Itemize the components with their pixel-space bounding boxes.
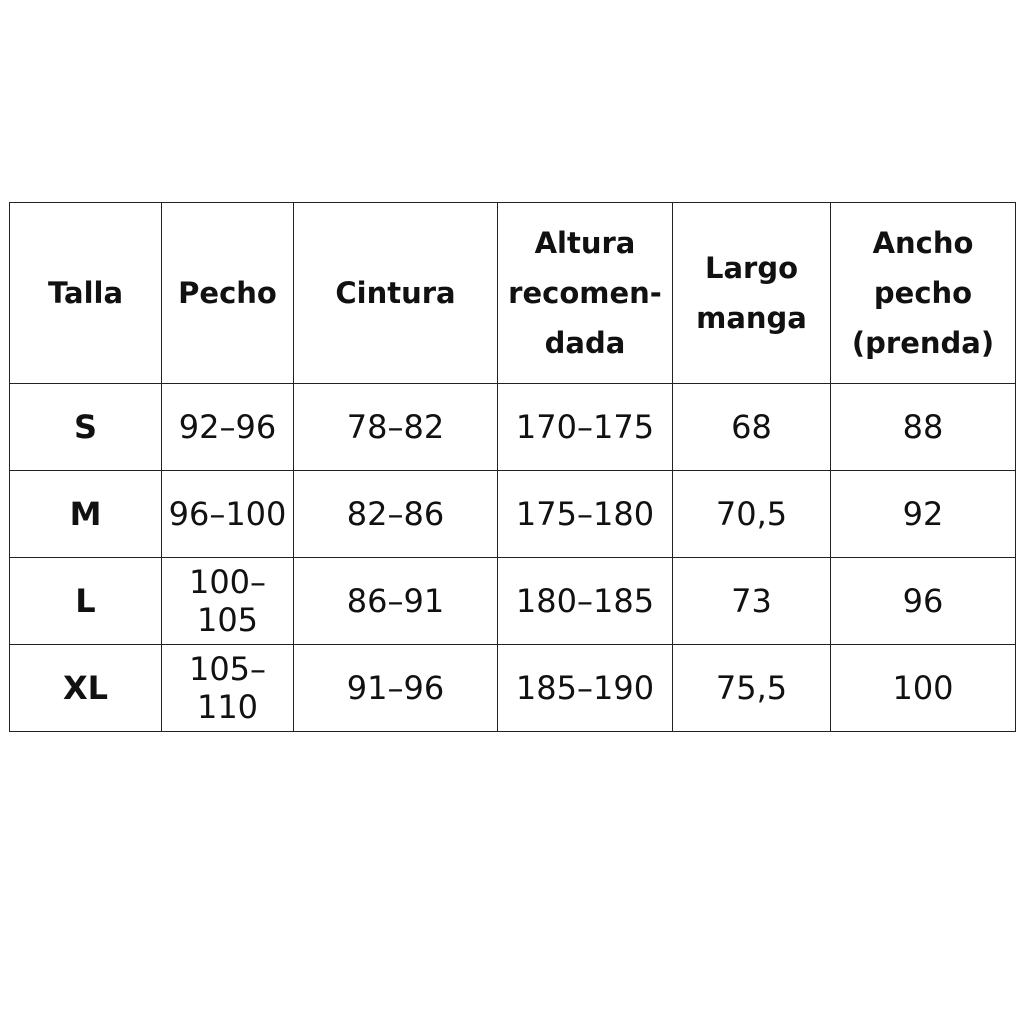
header-line: Ancho: [872, 226, 974, 260]
table-cell: 185–190: [497, 644, 673, 732]
table-cell: 92–96: [161, 383, 294, 471]
table-cell: 68: [672, 383, 831, 471]
table-row: S 92–96 78–82 170–175 68 88: [9, 383, 1016, 471]
size-cell: XL: [9, 644, 162, 732]
header-pecho: Pecho: [161, 202, 294, 384]
header-line: manga: [696, 301, 807, 335]
size-cell: L: [9, 557, 162, 645]
table-cell: 180–185: [497, 557, 673, 645]
table-cell: 78–82: [293, 383, 498, 471]
header-line: (prenda): [851, 326, 995, 360]
size-chart-table: Talla Pecho Cintura Altura recomen-dada L…: [9, 202, 1016, 732]
table-row: M 96–100 82–86 175–180 70,5 92: [9, 470, 1016, 558]
table-cell: 100–105: [161, 557, 294, 645]
table-cell: 170–175: [497, 383, 673, 471]
table-cell: 75,5: [672, 644, 831, 732]
header-line: dada: [544, 326, 626, 360]
table-cell: 175–180: [497, 470, 673, 558]
header-row: Talla Pecho Cintura Altura recomen-dada L…: [9, 202, 1016, 384]
header-altura: Altura recomen-dada: [497, 202, 673, 384]
header-line: Cintura: [335, 276, 456, 310]
header-cintura: Cintura: [293, 202, 498, 384]
header-line: Altura: [534, 226, 636, 260]
header-line: recomen-: [508, 276, 662, 310]
table-cell: 96–100: [161, 470, 294, 558]
table-cell: 70,5: [672, 470, 831, 558]
table-cell: 82–86: [293, 470, 498, 558]
size-cell: M: [9, 470, 162, 558]
header-line: Talla: [47, 276, 124, 310]
table-cell: 105–110: [161, 644, 294, 732]
table-row: XL 105–110 91–96 185–190 75,5 100: [9, 644, 1016, 732]
header-talla: Talla: [9, 202, 162, 384]
header-line: Pecho: [178, 276, 277, 310]
table-cell: 73: [672, 557, 831, 645]
table-cell: 92: [830, 470, 1016, 558]
table-row: L 100–105 86–91 180–185 73 96: [9, 557, 1016, 645]
table-cell: 100: [830, 644, 1016, 732]
size-cell: S: [9, 383, 162, 471]
table-cell: 96: [830, 557, 1016, 645]
table-cell: 86–91: [293, 557, 498, 645]
table-cell: 88: [830, 383, 1016, 471]
header-line: pecho: [873, 276, 973, 310]
table-cell: 91–96: [293, 644, 498, 732]
header-largo-manga: Largo manga: [672, 202, 831, 384]
header-line: Largo: [704, 251, 799, 285]
header-ancho-pecho: Ancho pecho (prenda): [830, 202, 1016, 384]
